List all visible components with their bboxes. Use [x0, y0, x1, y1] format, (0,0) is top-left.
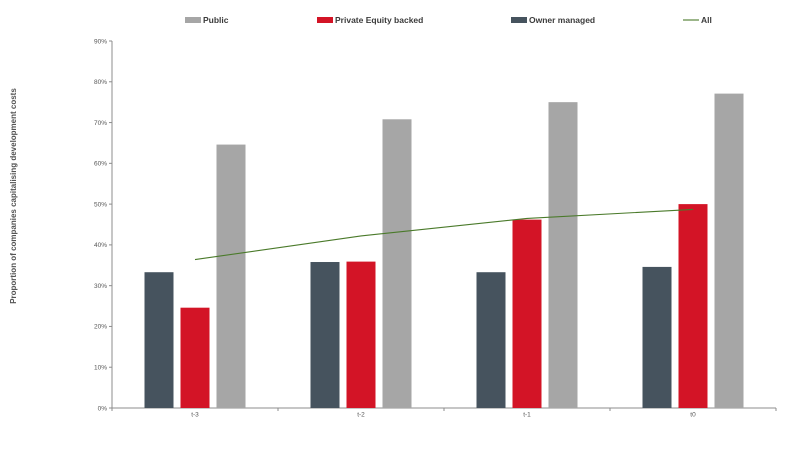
legend-label: Private Equity backed — [335, 15, 423, 25]
legend-label: Owner managed — [529, 15, 595, 25]
x-tick-label: t-1 — [523, 412, 531, 419]
bar-owner-managed — [476, 272, 506, 408]
legend-swatch — [185, 17, 201, 23]
legend-swatch — [317, 17, 333, 23]
y-tick-label: 0% — [98, 405, 108, 412]
y-tick-label: 40% — [94, 242, 107, 249]
legend-item-all: All — [683, 15, 712, 25]
x-tick-label: t-2 — [357, 412, 365, 419]
line-all — [194, 208, 694, 261]
bars — [144, 93, 744, 409]
y-tick-label: 90% — [94, 38, 107, 45]
legend-label: All — [701, 15, 712, 25]
line-series — [194, 208, 694, 261]
bar-private-equity-backed — [678, 204, 708, 408]
y-tick-label: 70% — [94, 120, 107, 127]
y-tick-label: 30% — [94, 283, 107, 290]
bar-private-equity-backed — [180, 307, 210, 408]
bar-private-equity-backed — [346, 261, 376, 408]
legend-swatch — [511, 17, 527, 23]
y-axis-title: Proportion of companies capitalising dev… — [9, 88, 18, 304]
bar-owner-managed — [642, 266, 672, 408]
legend-item-public: Public — [185, 15, 229, 25]
y-tick-label: 80% — [94, 79, 107, 86]
bar-public — [548, 102, 578, 409]
y-tick-label: 20% — [94, 324, 107, 331]
legend-item-private-equity-backed: Private Equity backed — [317, 15, 423, 25]
bar-owner-managed — [144, 272, 174, 408]
bar-public — [714, 93, 744, 408]
legend: Public Private Equity backed Owner managed… — [185, 15, 712, 25]
bar-public — [382, 119, 412, 408]
bar-owner-managed — [310, 262, 340, 408]
x-tick-label: t-3 — [191, 412, 199, 419]
y-tick-label: 60% — [94, 161, 107, 168]
legend-label: Public — [203, 15, 229, 25]
legend-item-owner-managed: Owner managed — [511, 15, 595, 25]
x-tick-label: t0 — [690, 412, 696, 419]
bar-private-equity-backed — [512, 219, 542, 408]
y-tick-label: 10% — [94, 365, 107, 372]
bar-public — [216, 144, 246, 408]
y-tick-label: 50% — [94, 201, 107, 208]
